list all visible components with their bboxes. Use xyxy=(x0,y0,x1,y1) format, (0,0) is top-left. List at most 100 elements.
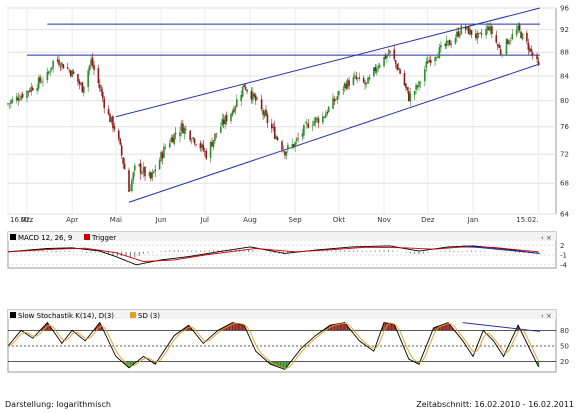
candle-body xyxy=(475,33,477,38)
candle-body xyxy=(386,55,388,58)
candle-body xyxy=(403,73,406,86)
candle-body xyxy=(375,68,378,73)
price-tick-label: 96 xyxy=(560,5,569,13)
candle-body xyxy=(119,138,122,145)
stoch-legend-bar xyxy=(8,310,556,319)
candle-body xyxy=(346,79,349,89)
candle-body xyxy=(343,83,346,88)
candle-body xyxy=(266,114,269,124)
stoch-tick-label: 20 xyxy=(560,358,569,366)
trigger-legend-label: Trigger xyxy=(91,234,116,242)
candle-body xyxy=(170,137,173,143)
candle-body xyxy=(122,157,124,164)
candle-body xyxy=(180,122,183,131)
candle-body xyxy=(459,33,461,37)
candle-body xyxy=(367,77,369,84)
candle-body xyxy=(56,59,59,61)
price-tick-label: 64 xyxy=(560,211,569,219)
stoch-y-axis: 80 50 20 xyxy=(560,327,569,366)
candle-body xyxy=(236,99,238,107)
candle-body xyxy=(365,82,368,84)
x-tick-label: Sep xyxy=(289,216,303,224)
candle-body xyxy=(508,42,511,44)
candle-body xyxy=(256,98,259,100)
candle-body xyxy=(485,28,487,36)
candle-body xyxy=(393,49,396,60)
candle-body xyxy=(246,89,248,92)
candle-body xyxy=(203,150,206,152)
footer-scale-label: Darstellung: logarithmisch xyxy=(5,400,111,409)
candle-body xyxy=(129,189,132,191)
candle-body xyxy=(448,39,451,46)
candle-body xyxy=(276,137,279,141)
candle-body xyxy=(205,150,208,159)
candle-body xyxy=(466,26,468,29)
candle-body xyxy=(333,99,336,102)
candle-body xyxy=(387,53,390,55)
candle-body xyxy=(138,164,140,166)
candle-body xyxy=(271,123,273,129)
candle-body xyxy=(384,55,387,59)
candle-body xyxy=(307,123,310,128)
candle-body xyxy=(476,32,479,40)
candle-body xyxy=(120,145,123,156)
candle-body xyxy=(496,44,499,46)
macd-line xyxy=(7,245,539,266)
candle-body xyxy=(467,25,470,34)
candle-body xyxy=(332,97,334,109)
candle-body xyxy=(425,61,428,68)
candle-body xyxy=(27,91,30,92)
stoch-legend-swatch xyxy=(10,312,16,318)
candle-body xyxy=(148,172,151,176)
candle-body xyxy=(348,80,350,86)
stoch-panel-controls[interactable]: ‹ × xyxy=(541,312,552,320)
candle-body xyxy=(164,147,167,148)
x-tick-label: Nov xyxy=(377,216,391,224)
footer-period-label: Zeitabschnitt: 16.02.2010 - 16.02.2011 xyxy=(416,400,574,409)
candle-body xyxy=(383,56,385,67)
candle-body xyxy=(357,78,359,80)
price-tick-label: 84 xyxy=(560,72,569,80)
candle-body xyxy=(185,129,187,131)
candle-body xyxy=(241,86,244,97)
candle-body xyxy=(537,61,540,65)
candle-body xyxy=(408,90,410,102)
candle-body xyxy=(134,165,136,171)
candle-body xyxy=(284,151,286,156)
candle-body xyxy=(531,52,534,56)
macd-panel-controls[interactable]: ‹ × xyxy=(541,234,552,242)
candle-body xyxy=(49,71,52,73)
candle-body xyxy=(338,90,340,96)
candle-body xyxy=(282,149,285,152)
candle-body xyxy=(394,60,397,64)
candle-body xyxy=(189,130,191,141)
candle-body xyxy=(99,84,101,89)
candle-body xyxy=(435,57,438,59)
price-tick-label: 72 xyxy=(560,151,569,159)
candle-body xyxy=(212,140,215,148)
candle-body xyxy=(69,70,72,76)
candle-body xyxy=(437,56,439,58)
candle-body xyxy=(389,50,391,54)
candle-body xyxy=(87,70,89,88)
candle-body xyxy=(413,91,416,95)
candle-body xyxy=(273,126,276,139)
candle-body xyxy=(144,166,146,177)
candle-body xyxy=(46,71,49,81)
candle-body xyxy=(8,103,11,105)
candle-body xyxy=(11,99,14,103)
x-tick-label: Dez xyxy=(421,216,435,224)
candle-body xyxy=(10,100,12,104)
candle-body xyxy=(510,40,512,41)
candle-body xyxy=(265,109,267,116)
macd-tick-label: -4 xyxy=(560,261,568,269)
candle-body xyxy=(272,127,275,128)
candle-body xyxy=(254,95,257,101)
candle-body xyxy=(281,141,283,150)
candle-body xyxy=(30,86,33,92)
candle-body xyxy=(322,116,324,123)
candle-body xyxy=(103,98,105,108)
macd-y-axis: 2 -1-4 xyxy=(560,242,568,270)
candle-body xyxy=(82,86,85,94)
candle-body xyxy=(72,71,75,74)
